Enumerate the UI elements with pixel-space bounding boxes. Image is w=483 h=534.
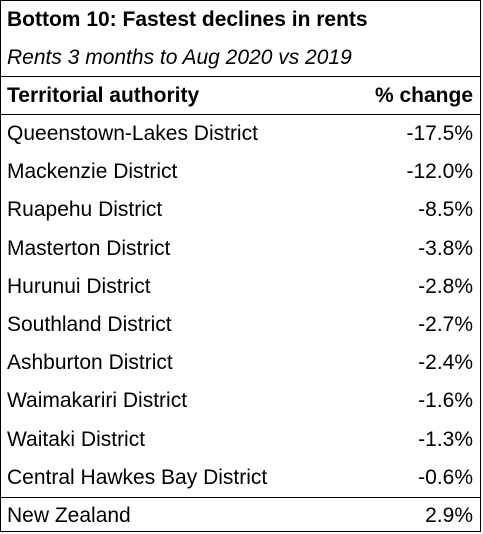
change-value: -1.6% <box>418 389 473 413</box>
change-value: -8.5% <box>418 198 473 222</box>
table-row: Waimakariri District -1.6% <box>1 382 480 420</box>
authority-name: Central Hawkes Bay District <box>7 465 268 489</box>
change-value: -2.8% <box>418 274 473 298</box>
authority-name: Mackenzie District <box>7 160 178 184</box>
table-row: Ashburton District -2.4% <box>1 344 480 382</box>
table-subtitle: Rents 3 months to Aug 2020 vs 2019 <box>7 45 352 69</box>
table-row: Mackenzie District -12.0% <box>1 153 480 191</box>
authority-name: Masterton District <box>7 236 171 260</box>
total-row: New Zealand 2.9% <box>1 496 480 534</box>
authority-name: Hurunui District <box>7 274 151 298</box>
table-title-row: Bottom 10: Fastest declines in rents <box>1 1 480 39</box>
authority-name: Queenstown-Lakes District <box>7 122 258 146</box>
table-row: Hurunui District -2.8% <box>1 268 480 306</box>
change-value: -17.5% <box>406 122 473 146</box>
column-header-authority: Territorial authority <box>7 83 200 107</box>
authority-name: Ashburton District <box>7 351 173 375</box>
total-change-value: 2.9% <box>425 503 473 527</box>
table-row: Waitaki District -1.3% <box>1 421 480 459</box>
table-title: Bottom 10: Fastest declines in rents <box>7 8 368 31</box>
change-value: -3.8% <box>418 236 473 260</box>
authority-name: Waimakariri District <box>7 389 188 413</box>
table-row: Queenstown-Lakes District -17.5% <box>1 115 480 153</box>
authority-name: Southland District <box>7 313 172 337</box>
total-name: New Zealand <box>7 503 131 527</box>
change-value: -2.4% <box>418 351 473 375</box>
change-value: -12.0% <box>406 160 473 184</box>
change-value: -1.3% <box>418 427 473 451</box>
table-subtitle-row: Rents 3 months to Aug 2020 vs 2019 <box>1 39 480 77</box>
table-row: Southland District -2.7% <box>1 306 480 344</box>
change-value: -2.7% <box>418 313 473 337</box>
column-header-change: % change <box>374 83 473 107</box>
table-row: Central Hawkes Bay District -0.6% <box>1 459 480 497</box>
table-row: Masterton District -3.8% <box>1 230 480 268</box>
authority-name: Ruapehu District <box>7 198 163 222</box>
authority-name: Waitaki District <box>7 427 146 451</box>
change-value: -0.6% <box>418 465 473 489</box>
table-row: Ruapehu District -8.5% <box>1 191 480 229</box>
column-header-row: Territorial authority % change <box>1 77 480 115</box>
